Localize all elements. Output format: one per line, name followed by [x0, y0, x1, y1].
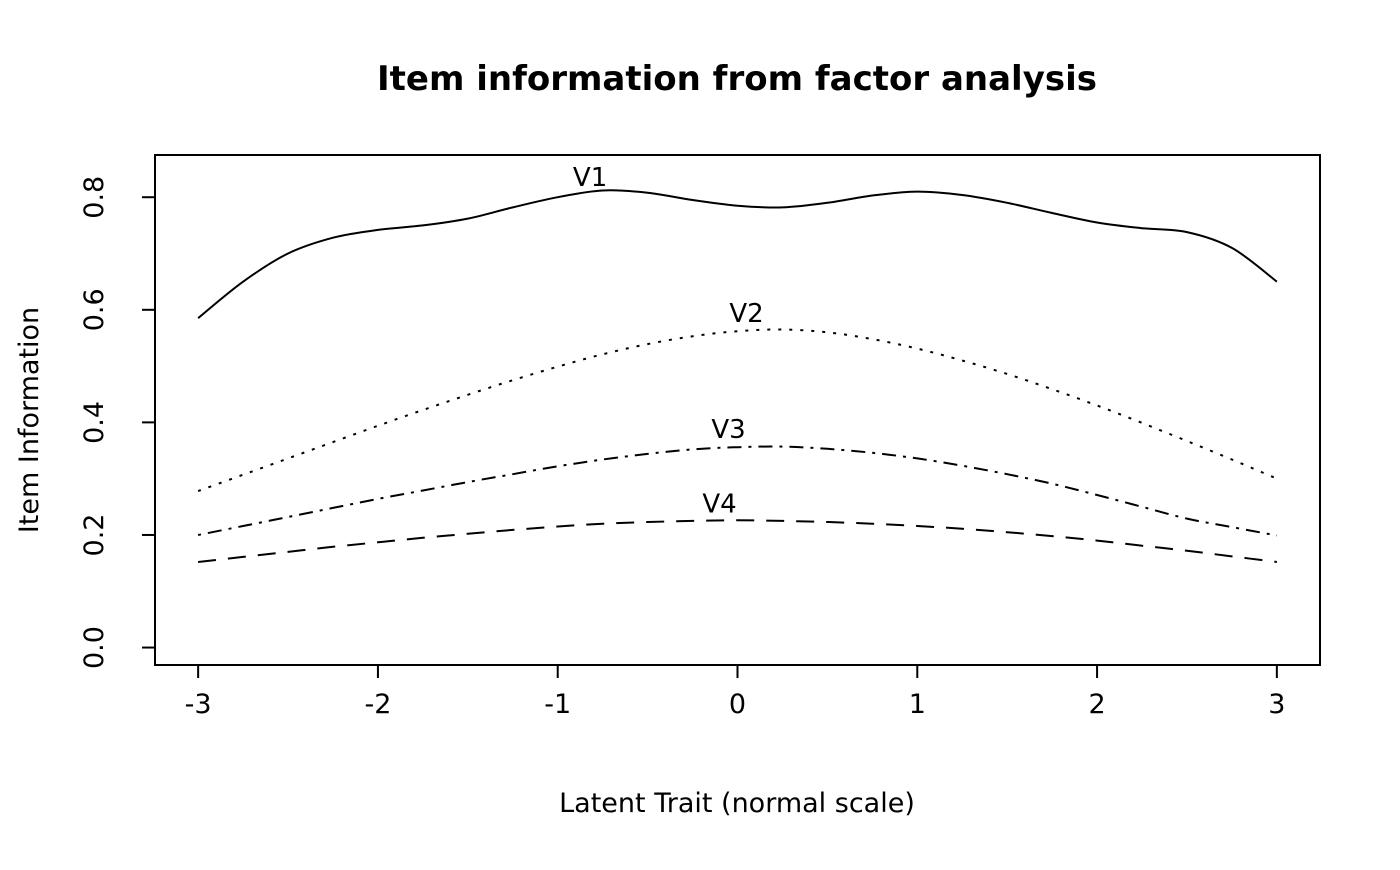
y-tick-label: 0.2	[79, 513, 110, 556]
y-tick-label: 0.8	[79, 176, 110, 219]
series-line-v4	[197, 519, 1278, 563]
x-tick-label: 0	[729, 689, 746, 720]
series-label-v2: V2	[729, 299, 763, 329]
y-tick-label: 0.4	[79, 401, 110, 444]
plot-box	[154, 154, 1321, 666]
x-tick-label: 3	[1268, 689, 1285, 720]
series-line-v1	[197, 189, 1278, 319]
y-tick-label: 0.6	[79, 288, 110, 331]
chart-title: Item information from factor analysis	[377, 59, 1097, 99]
series-label-v1: V1	[573, 163, 607, 193]
x-tick-label: 1	[909, 689, 926, 720]
y-tick-label: 0.0	[79, 626, 110, 669]
series-label-v3: V3	[711, 415, 745, 445]
series-line-v2	[197, 328, 1278, 493]
y-axis-label: Item Information	[14, 307, 45, 533]
x-tick-label: -2	[364, 689, 391, 720]
x-tick-label: 2	[1088, 689, 1105, 720]
x-axis-label: Latent Trait (normal scale)	[559, 788, 915, 819]
series-line-v3	[197, 445, 1278, 537]
x-tick-label: -1	[544, 689, 571, 720]
x-tick-label: -3	[185, 689, 212, 720]
plot-area: -3 -2 -1 0 1 2 3 0.0 0.2 0.4 0.6 0.8 V1 V2 V3 V4	[79, 154, 1321, 720]
series-label-v4: V4	[702, 489, 736, 519]
